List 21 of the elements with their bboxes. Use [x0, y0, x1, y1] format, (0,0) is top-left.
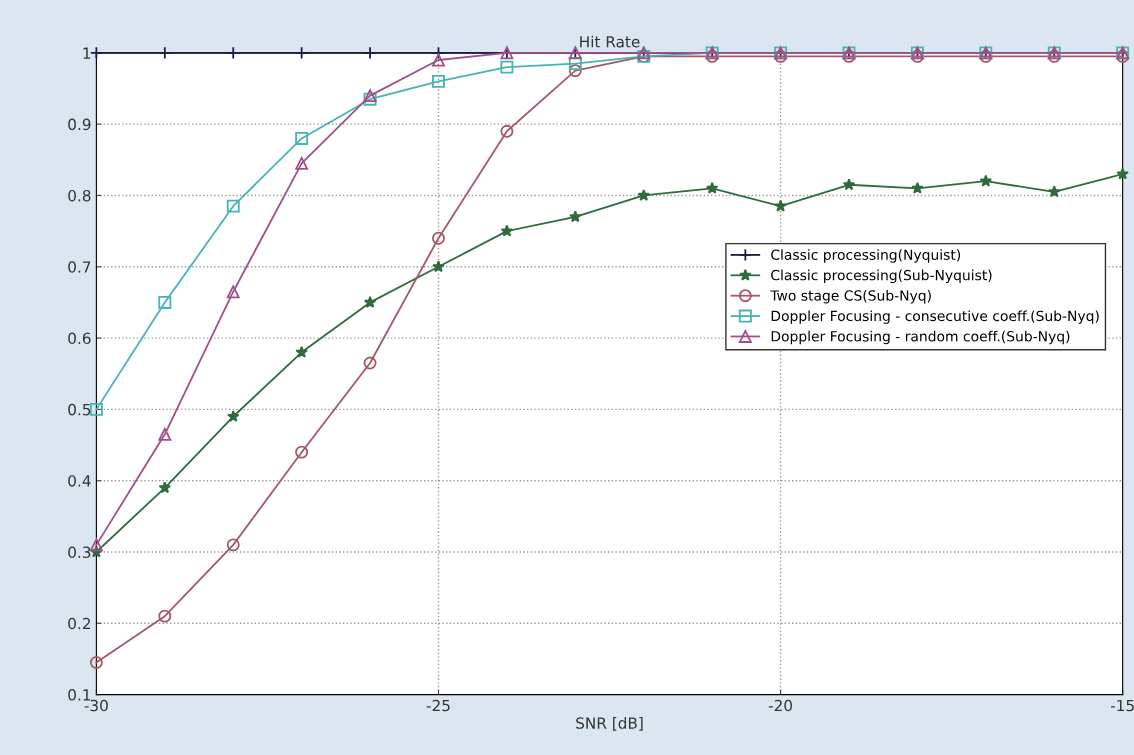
- y-tick-label: 0.2: [68, 617, 90, 630]
- y-tick-label: 0.5: [68, 403, 91, 416]
- y-tick-label: 0.1: [68, 689, 91, 701]
- y-tick-label: 0.6: [68, 332, 91, 345]
- x-tick-label: -30: [84, 699, 108, 712]
- legend-label: Doppler Focusing - random coeff.(Sub-Nyq): [771, 330, 1070, 345]
- y-tick-label: 0.9: [68, 118, 91, 131]
- legend-label: Classic processing(Nyquist): [771, 249, 961, 263]
- y-tick-label: 0.3: [68, 546, 91, 559]
- x-tick-label: -25: [426, 699, 450, 712]
- y-tick-label: 0.8: [68, 189, 91, 202]
- legend-label: Two stage CS(Sub-Nyq): [770, 289, 931, 304]
- chart-title: Hit Rate: [580, 35, 640, 48]
- x-tick-label: -15: [1110, 699, 1134, 712]
- y-tick-label: 0.4: [68, 475, 91, 487]
- legend-label: Doppler Focusing - consecutive coeff.(Sub-Nyq): [771, 310, 1099, 324]
- x-tick-label: -20: [768, 699, 793, 712]
- x-axis-title: SNR [dB]: [576, 717, 643, 731]
- legend-label: Classic processing(Sub-Nyquist): [771, 269, 992, 284]
- y-tick-label: 1: [83, 47, 91, 59]
- y-tick-label: 0.7: [68, 261, 91, 273]
